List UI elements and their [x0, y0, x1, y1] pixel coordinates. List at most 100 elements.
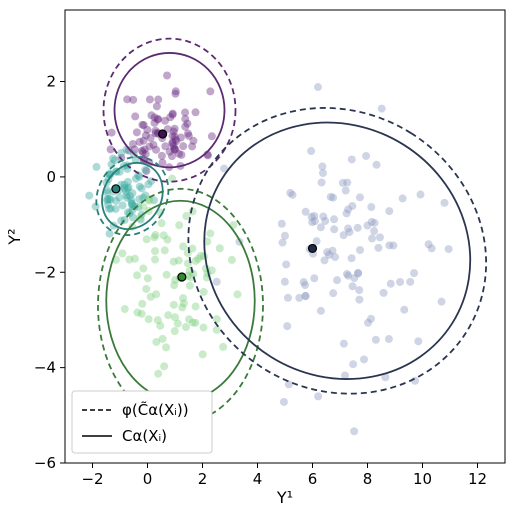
- data-point-cluster-1: [139, 136, 148, 145]
- data-point-cluster-1: [129, 95, 138, 104]
- data-point-cluster-4: [356, 245, 365, 254]
- data-point-cluster-4: [355, 295, 364, 304]
- data-point-cluster-3: [185, 315, 194, 324]
- data-point-cluster-4: [318, 169, 327, 178]
- data-point-cluster-4: [343, 178, 352, 187]
- data-point-cluster-3: [198, 350, 207, 359]
- data-point-cluster-4: [319, 212, 328, 221]
- data-point-cluster-4: [350, 274, 359, 283]
- data-point-cluster-1: [142, 166, 151, 175]
- data-point-cluster-2: [149, 196, 158, 205]
- data-point-cluster-3: [199, 323, 208, 332]
- data-point-cluster-4: [372, 160, 381, 169]
- data-point-cluster-1: [168, 109, 177, 118]
- data-point-cluster-4: [330, 215, 339, 224]
- data-point-cluster-2: [106, 195, 115, 204]
- data-point-cluster-3: [139, 202, 148, 211]
- data-point-cluster-4: [321, 217, 330, 226]
- data-point-cluster-4: [367, 203, 376, 212]
- data-point-cluster-1: [168, 138, 177, 147]
- data-point-cluster-2: [128, 189, 137, 198]
- data-point-cluster-2: [126, 192, 135, 201]
- data-point-cluster-2: [144, 180, 153, 189]
- data-point-cluster-4: [374, 243, 383, 252]
- y-tick-label: 0: [46, 168, 56, 186]
- data-point-cluster-1: [170, 132, 179, 141]
- data-point-cluster-4: [308, 218, 317, 227]
- data-point-cluster-3: [174, 256, 183, 265]
- data-point-cluster-4: [342, 209, 351, 218]
- data-point-cluster-4: [368, 234, 377, 243]
- data-point-cluster-3: [191, 318, 200, 327]
- dashed-ellipse-cluster-3: [97, 187, 264, 424]
- data-point-cluster-3: [157, 219, 166, 228]
- data-point-cluster-4: [301, 207, 310, 216]
- data-point-cluster-1: [158, 158, 167, 167]
- data-point-cluster-4: [347, 254, 356, 263]
- data-point-cluster-2: [123, 177, 132, 186]
- data-point-cluster-4: [385, 207, 394, 216]
- data-point-cluster-4: [414, 337, 423, 346]
- data-point-cluster-1: [157, 151, 166, 160]
- data-point-cluster-1: [124, 146, 133, 155]
- data-point-cluster-4: [344, 271, 353, 280]
- data-point-cluster-1: [171, 89, 180, 98]
- data-point-cluster-2: [111, 196, 120, 205]
- data-point-cluster-1: [132, 128, 141, 137]
- data-point-cluster-2: [122, 191, 131, 200]
- data-point-cluster-1: [145, 142, 154, 151]
- data-point-cluster-4: [325, 250, 334, 259]
- data-point-cluster-4: [427, 244, 436, 253]
- data-point-cluster-2: [85, 191, 94, 200]
- data-point-cluster-3: [196, 251, 205, 260]
- data-point-cluster-4: [320, 256, 329, 265]
- x-tick-label: 12: [468, 470, 487, 488]
- data-point-cluster-1: [171, 87, 180, 96]
- data-point-cluster-3: [153, 316, 162, 325]
- data-point-cluster-2: [134, 171, 143, 180]
- data-point-cluster-4: [367, 217, 376, 226]
- data-point-cluster-4: [314, 392, 323, 401]
- data-point-cluster-4: [301, 292, 310, 301]
- data-point-cluster-3: [156, 321, 165, 330]
- data-point-cluster-1: [168, 131, 177, 140]
- data-point-cluster-3: [207, 266, 216, 275]
- x-tick-label: 10: [413, 470, 432, 488]
- legend-label-dashed: φ(C̃α(Xᵢ)): [122, 400, 189, 419]
- x-axis-label: Y¹: [276, 488, 293, 507]
- data-point-cluster-1: [161, 116, 170, 125]
- data-point-cluster-4: [398, 194, 407, 203]
- data-point-cluster-4: [440, 198, 449, 207]
- data-point-cluster-4: [389, 241, 398, 250]
- data-point-cluster-1: [181, 114, 190, 123]
- data-point-cluster-4: [283, 322, 292, 331]
- data-point-cluster-1: [123, 95, 132, 104]
- data-point-cluster-3: [163, 235, 172, 244]
- data-point-cluster-3: [191, 302, 200, 311]
- data-point-cluster-1: [135, 137, 144, 146]
- data-point-cluster-4: [400, 305, 409, 314]
- data-point-cluster-1: [168, 110, 177, 119]
- data-point-cluster-4: [384, 335, 393, 344]
- data-point-cluster-4: [316, 306, 325, 315]
- data-point-cluster-4: [326, 192, 335, 201]
- data-point-cluster-2: [104, 200, 113, 209]
- data-point-cluster-4: [279, 397, 288, 406]
- data-point-cluster-3: [151, 230, 160, 239]
- data-point-cluster-4: [338, 178, 347, 187]
- data-point-cluster-3: [199, 252, 208, 261]
- legend: φ(C̃α(Xᵢ)) Cα(Xᵢ): [71, 390, 213, 454]
- data-point-cluster-4: [348, 202, 357, 211]
- data-point-cluster-1: [140, 145, 149, 154]
- data-point-cluster-2: [128, 213, 137, 222]
- data-point-cluster-1: [206, 87, 215, 96]
- data-point-cluster-1: [168, 139, 177, 148]
- data-point-cluster-1: [146, 133, 155, 142]
- data-point-cluster-2: [124, 183, 133, 192]
- solid-ellipse-cluster-2: [101, 162, 164, 230]
- data-point-cluster-3: [146, 292, 155, 301]
- data-point-cluster-4: [354, 268, 363, 277]
- data-point-cluster-1: [139, 121, 148, 130]
- x-tick-label: 0: [143, 470, 153, 488]
- data-point-cluster-1: [153, 115, 162, 124]
